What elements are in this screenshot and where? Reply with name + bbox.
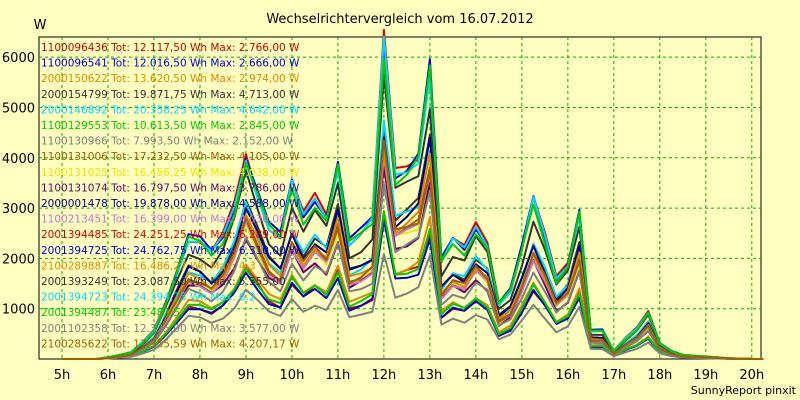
x-tick-label: 6h [100,368,117,383]
legend-entry: 2000001478 Tot: 19.878,00 Wh Max: 4.588,… [41,198,300,210]
legend-entry: 2001393249 Tot: 23.087,50 Wh Max: 5.555,… [41,276,286,288]
legend-entry: 2001394725 Tot: 24.762,75 Wh Max: 6.310,… [41,245,300,257]
x-tick-label: 9h [238,368,255,383]
x-tick-label: 10h [280,368,305,383]
legend-entry: 2000150622 Tot: 13.620,50 Wh Max: 2.974,… [41,73,300,85]
y-axis-ticks: 1000 2000 3000 4000 5000 6000 [2,51,35,318]
x-tick-label: 8h [192,368,209,383]
chart-title: Wechselrichtervergleich vom 16.07.2012 [266,12,533,27]
legend-entry: 2100285622 Tot: 17.355,59 Wh Max: 4.207,… [41,338,300,350]
y-tick-label: 2000 [2,252,35,267]
gridlines [39,37,761,359]
x-tick-label: 13h [418,368,443,383]
legend: 1100096436 Tot: 12.117,50 Wh Max: 2.766,… [41,42,300,350]
x-tick-label: 5h [54,368,71,383]
legend-entry: 2001102358 Tot: 12.325,00 Wh Max: 3.577,… [41,323,300,335]
y-tick-label: 5000 [2,101,35,116]
x-tick-label: 11h [326,368,351,383]
y-tick-label: 3000 [2,202,35,217]
y-tick-label: 6000 [2,51,35,66]
series-line [62,182,764,360]
y-tick-label: 4000 [2,152,35,167]
plot-area [38,36,762,360]
legend-entry: 2001394487 Tot: 23.482,5 [41,307,180,319]
y-tick-label: 1000 [2,303,35,318]
legend-entry: 1100213451 Tot: 16.399,00 Wh Max: 4.030,… [41,214,300,226]
x-tick-label: 15h [509,368,534,383]
x-tick-label: 16h [555,368,580,383]
legend-entry: 1100096541 Tot: 12.016,50 Wh Max: 2.666,… [41,58,300,70]
legend-entry: 2000154799 Tot: 19.871,75 Wh Max: 4.713,… [41,89,300,101]
legend-entry: 2000146892 Tot: 20.358,25 Wh Max: 4.642,… [41,104,300,116]
legend-entry: 1100129553 Tot: 10.613,50 Wh Max: 2.845,… [41,120,300,132]
legend-entry: 1100131025 Tot: 16.456,25 Wh Max: 4.038,… [41,167,300,179]
legend-entry: 1100131006 Tot: 17.232,50 Wh Max: 4.105,… [41,151,300,163]
x-tick-label: 7h [146,368,163,383]
y-axis-unit: W [34,18,47,33]
x-tick-label: 18h [647,368,672,383]
series-line [62,58,764,360]
x-tick-label: 20h [739,368,764,383]
legend-entry: 2100289887 Tot: 16.486,27 Wh Max: 4.3 [41,260,256,272]
x-tick-label: 19h [693,368,718,383]
credit-text: SunnyReport pinxit [691,384,797,397]
x-tick-label: 14h [463,368,488,383]
legend-entry: 2001394723 Tot: 24.394,75 Wh Max: 6.2 [41,292,256,304]
x-axis-ticks: 5h 6h 7h 8h 9h 10h 11h 12h 13h 14h 15h 16h 17h 18h 19h… [54,368,764,383]
series-line [62,253,764,360]
series-lines [62,28,764,360]
x-tick-label: 17h [601,368,626,383]
x-tick-label: 12h [372,368,397,383]
series-line [62,210,764,360]
legend-entry: 1100130966 Tot: 7.993,50 Wh Max: 2.152,0… [41,136,293,148]
legend-entry: 2001394485 Tot: 24.251,25 Wh Max: 6.289,… [41,229,300,241]
legend-entry: 1100131074 Tot: 16.797,50 Wh Max: 3.786,… [41,182,300,194]
legend-entry: 1100096436 Tot: 12.117,50 Wh Max: 2.766,… [41,42,300,54]
series-line [62,139,764,360]
